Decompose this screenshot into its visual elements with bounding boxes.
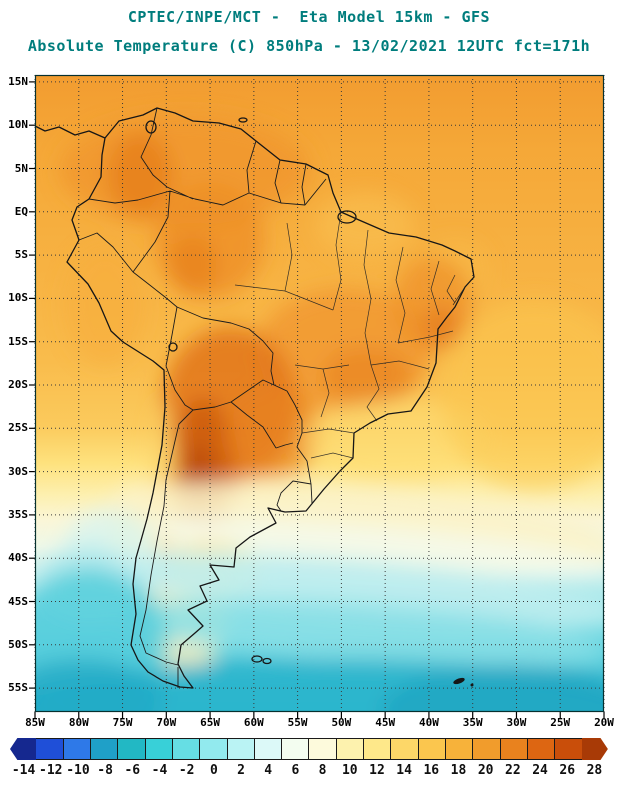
lat-label-5N: 5N (14, 161, 28, 175)
colorbar-cell-26 (554, 738, 583, 760)
colorbar-scale: -14 -12 -10 -8 -6 -4 -2 0 2 4 6 8 10 12 14 16 18 20 22 24 26… (0, 763, 618, 781)
colorbar-cell-0 (199, 738, 228, 760)
colorbar-tick-26: 26 (559, 763, 576, 778)
lat-label-EQ: EQ (14, 204, 28, 218)
lat-label-55S: 55S (8, 680, 28, 694)
colorbar-tick--10: -10 (66, 763, 90, 778)
lat-label-50S: 50S (8, 637, 28, 651)
lat-label-5S: 5S (14, 247, 28, 261)
temperature-colorbar (10, 738, 608, 760)
colorbar-tick-18: 18 (450, 763, 467, 778)
colorbar-tick-20: 20 (477, 763, 494, 778)
colorbar-tick-10: 10 (341, 763, 358, 778)
colorbar-tick-2: 2 (237, 763, 245, 778)
colorbar-cell-6 (281, 738, 310, 760)
lat-label-45S: 45S (8, 594, 28, 608)
map-title-line1: CPTEC/INPE/MCT - Eta Model 15km - GFS (127, 8, 491, 26)
colorbar-tick-28: 28 (586, 763, 603, 778)
map-frame-border (34, 74, 605, 713)
lat-label-40S: 40S (8, 551, 28, 565)
colorbar-cell-12 (363, 738, 392, 760)
latitude-axis: 15N 10N 5N EQ 5S 10S 15S 20S 25S 30S 35S 40S 45S 50S 5… (0, 0, 32, 760)
coastline (34, 107, 475, 689)
country-borders (78, 107, 327, 688)
lat-label-15N: 15N (8, 74, 28, 88)
lat-label-35S: 35S (8, 507, 28, 521)
colorbar-cell-16 (417, 738, 446, 760)
colorbar-tick-24: 24 (532, 763, 548, 778)
colorbar-tick-14: 14 (396, 763, 412, 778)
colorbar-cell--4 (144, 738, 173, 760)
colorbar-cell-22 (499, 738, 528, 760)
colorbar-tick-0: 0 (209, 763, 218, 778)
lat-label-10S: 10S (8, 291, 28, 305)
colorbar-cell-2 (226, 738, 255, 760)
colorbar-cell--12 (35, 738, 64, 760)
colorbar-cell-4 (253, 738, 283, 760)
map-area (29, 74, 605, 718)
colorbar-tick-22: 22 (505, 763, 521, 778)
colorbar-cell-14 (390, 738, 419, 760)
colorbar-tick-8: 8 (318, 763, 327, 778)
colorbar-tick--8: -8 (97, 763, 113, 778)
colorbar-tick-6: 6 (291, 763, 300, 778)
colorbar-cell-18 (445, 738, 474, 760)
map-title-line2: Absolute Temperature (C) 850hPa - 13/02/… (27, 37, 591, 55)
colorbar-tick-4: 4 (264, 763, 273, 778)
lat-label-15S: 15S (8, 334, 28, 348)
colorbar-tick-12: 12 (369, 763, 385, 778)
lat-label-10N: 10N (8, 118, 28, 132)
colorbar-tick--14: -14 (11, 763, 36, 778)
colorbar-tick--2: -2 (178, 763, 195, 778)
colorbar-tick--4: -4 (151, 763, 168, 778)
colorbar-cell-24 (526, 738, 556, 760)
temperature-field (35, 75, 604, 712)
lat-label-30S: 30S (8, 464, 28, 478)
grid (29, 75, 605, 718)
map-svg (29, 74, 605, 718)
colorbar-cell-20 (472, 738, 501, 760)
colorbar-cell-8 (308, 738, 337, 760)
colorbar-cell-28 (581, 738, 608, 760)
longitude-axis: 85W 80W 75W 70W 65W 60W 55W 50W 45W 40W 35W 30W 25W 2… (0, 714, 618, 730)
colorbar-cell--6 (117, 738, 146, 760)
state-borders (234, 211, 466, 459)
colorbar-cell--14 (10, 738, 37, 760)
lat-label-20S: 20S (8, 377, 28, 391)
colorbar-cell--10 (62, 738, 91, 760)
colorbar-cell--2 (171, 738, 201, 760)
colorbar-tick--12: -12 (39, 763, 63, 778)
colorbar-tick-16: 16 (423, 763, 440, 778)
colorbar-tick--6: -6 (124, 763, 141, 778)
colorbar-cell--8 (89, 738, 119, 760)
colorbar-cell-10 (335, 738, 365, 760)
lat-label-25S: 25S (8, 421, 28, 435)
